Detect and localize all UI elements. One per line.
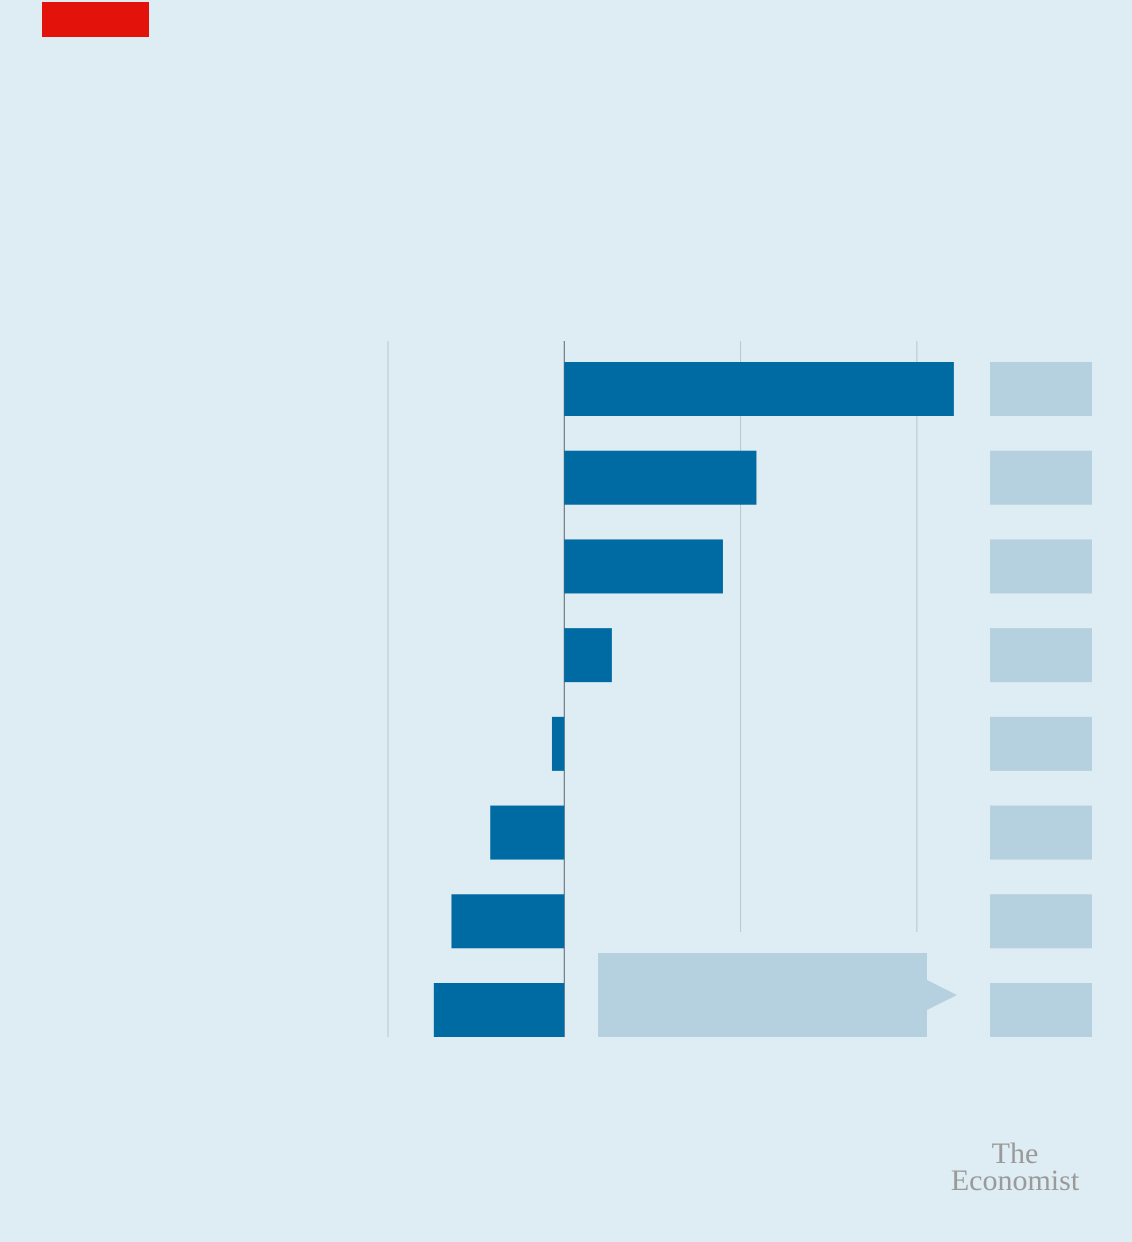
bar	[551, 716, 565, 771]
placeholder	[990, 894, 1092, 949]
brand-line: The	[992, 1137, 1039, 1170]
value-placeholders	[990, 362, 1092, 1037]
placeholder	[990, 716, 1092, 771]
placeholder	[990, 539, 1092, 594]
placeholder	[990, 628, 1092, 683]
bar	[564, 628, 612, 683]
bar	[564, 539, 723, 594]
bar	[451, 894, 565, 949]
placeholder	[990, 805, 1092, 860]
placeholder	[990, 362, 1092, 416]
bar	[490, 805, 565, 860]
bar	[433, 983, 565, 1037]
brand-line: Economist	[951, 1164, 1080, 1197]
placeholder	[990, 983, 1092, 1037]
red-tag	[42, 2, 149, 37]
bars	[433, 362, 954, 1037]
bar	[564, 450, 757, 505]
placeholder	[990, 450, 1092, 505]
bar	[564, 362, 954, 416]
annotation-box	[598, 953, 957, 1037]
